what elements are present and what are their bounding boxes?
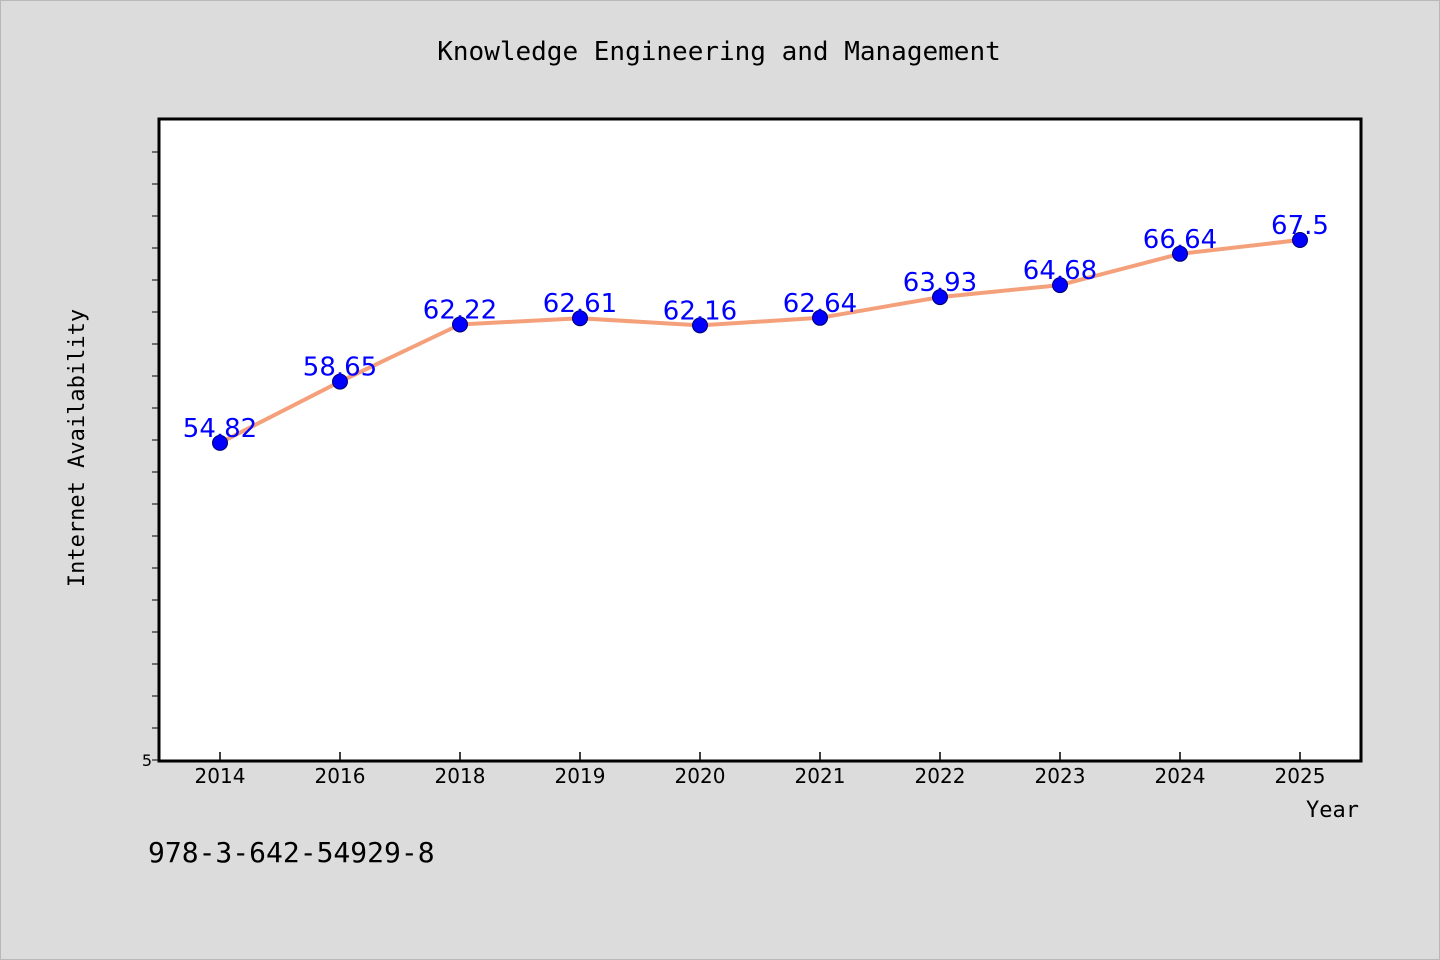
- data-label: 64.68: [1023, 256, 1097, 286]
- x-axis-label: Year: [1306, 798, 1359, 823]
- x-axis-ticks: 2014 2016 2018 2019 2020 2021 2022 2023 2024 2025: [195, 752, 1326, 788]
- x-tick-label: 2018: [435, 764, 486, 788]
- plot-area: [157, 117, 1363, 763]
- x-tick-label: 2016: [315, 764, 366, 788]
- data-point: [932, 289, 948, 306]
- x-tick-label: 2023: [1035, 764, 1086, 788]
- y-axis-ticks: [152, 151, 160, 761]
- series-line: [219, 238, 1301, 445]
- data-point: [332, 373, 348, 390]
- y-axis-label: Internet Availability: [65, 309, 90, 587]
- data-point: [812, 309, 828, 326]
- data-label: 58.65: [303, 353, 377, 383]
- data-point: [212, 434, 228, 451]
- data-label: 62.16: [663, 296, 737, 326]
- footer-isbn: 978-3-642-54929-8: [148, 836, 435, 869]
- data-point: [1172, 245, 1188, 262]
- data-label: 66.64: [1143, 225, 1217, 255]
- x-tick-label: 2014: [195, 764, 246, 788]
- chart-title: Knowledge Engineering and Management: [437, 37, 1001, 67]
- x-tick-label: 2022: [915, 764, 966, 788]
- data-labels-layer: 54.82 58.65 62.22 62.61 62.16 62.64 63.93 64.68…: [183, 211, 1329, 444]
- series-layer: [212, 232, 1308, 451]
- y-tick-label: 5: [142, 751, 152, 770]
- x-tick-label: 2021: [795, 764, 846, 788]
- data-point: [452, 316, 468, 333]
- data-label: 54.82: [183, 414, 257, 444]
- data-label: 62.22: [423, 296, 497, 326]
- data-label: 63.93: [903, 268, 977, 298]
- data-label: 62.64: [783, 289, 857, 319]
- data-point: [572, 310, 588, 327]
- x-tick-label: 2024: [1155, 764, 1206, 788]
- x-tick-label: 2020: [675, 764, 726, 788]
- data-point: [1292, 232, 1308, 248]
- data-label: 67.5: [1271, 211, 1329, 241]
- x-tick-label: 2019: [555, 764, 606, 788]
- x-tick-label: 2025: [1275, 764, 1326, 788]
- data-point: [692, 317, 708, 334]
- data-point: [1052, 277, 1068, 294]
- data-label: 62.61: [543, 289, 617, 319]
